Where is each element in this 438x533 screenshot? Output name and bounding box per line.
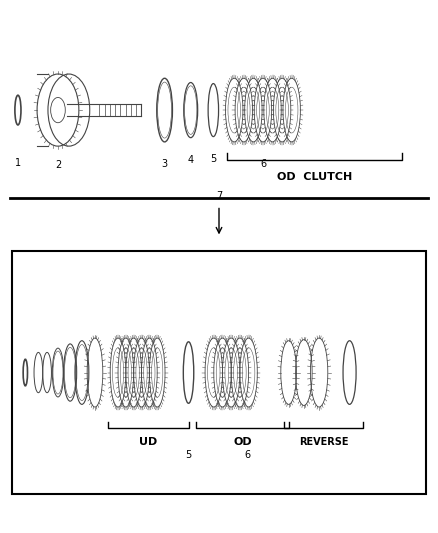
Text: UD: UD xyxy=(139,437,157,447)
Text: 7: 7 xyxy=(216,191,222,201)
Text: OD  CLUTCH: OD CLUTCH xyxy=(277,172,352,182)
Text: 6: 6 xyxy=(244,450,251,461)
Text: OD: OD xyxy=(233,437,252,447)
Text: 4: 4 xyxy=(187,155,194,165)
Text: 2: 2 xyxy=(55,160,61,171)
Text: 1: 1 xyxy=(15,158,21,168)
Text: 6: 6 xyxy=(260,159,266,169)
FancyBboxPatch shape xyxy=(12,251,426,495)
Bar xyxy=(67,104,141,116)
Text: 3: 3 xyxy=(162,159,168,169)
Text: REVERSE: REVERSE xyxy=(299,437,348,447)
Text: 5: 5 xyxy=(185,450,192,461)
Text: 5: 5 xyxy=(210,154,216,164)
